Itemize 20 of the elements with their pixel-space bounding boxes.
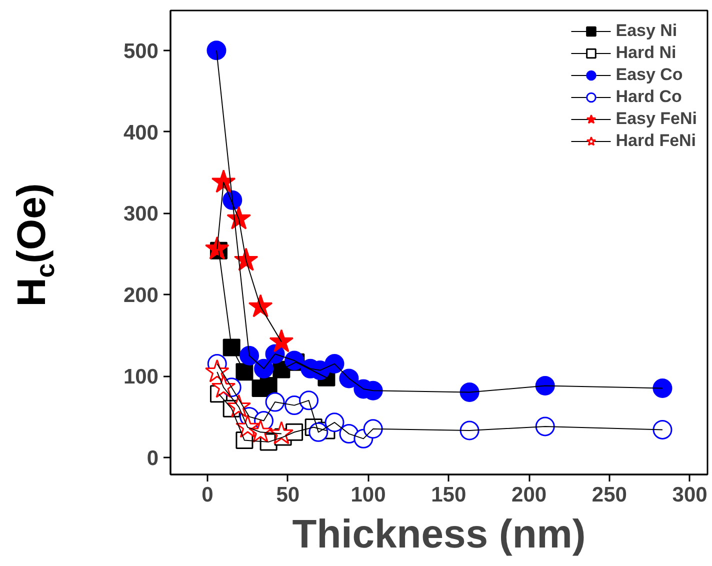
legend-label: Hard Ni (616, 42, 676, 64)
x-tick-label: 100 (350, 484, 386, 506)
y-tick-label: 100 (123, 366, 159, 388)
y-tick-label: 200 (123, 284, 159, 308)
y-tick-label: 300 (123, 202, 159, 226)
y-tick-label: 0 (146, 446, 159, 470)
x-tick-label: 0 (202, 484, 214, 506)
x-tick-label: 250 (592, 484, 627, 506)
x-tick-label: 200 (512, 484, 547, 506)
legend-label: Hard Co (616, 86, 682, 108)
x-tick-label: 300 (672, 484, 708, 506)
legend-label: Easy FeNi (616, 108, 697, 130)
y-tick-label: 500 (123, 40, 159, 63)
x-axis-title: Thickness (nm) (292, 512, 586, 556)
x-tick-label: 50 (276, 484, 300, 506)
legend-label: Easy Ni (616, 20, 678, 42)
y-tick-label: 400 (123, 121, 159, 144)
legend-label: Easy Co (616, 64, 683, 86)
legend-label: Hard FeNi (616, 130, 696, 152)
x-tick-label: 150 (431, 484, 466, 506)
